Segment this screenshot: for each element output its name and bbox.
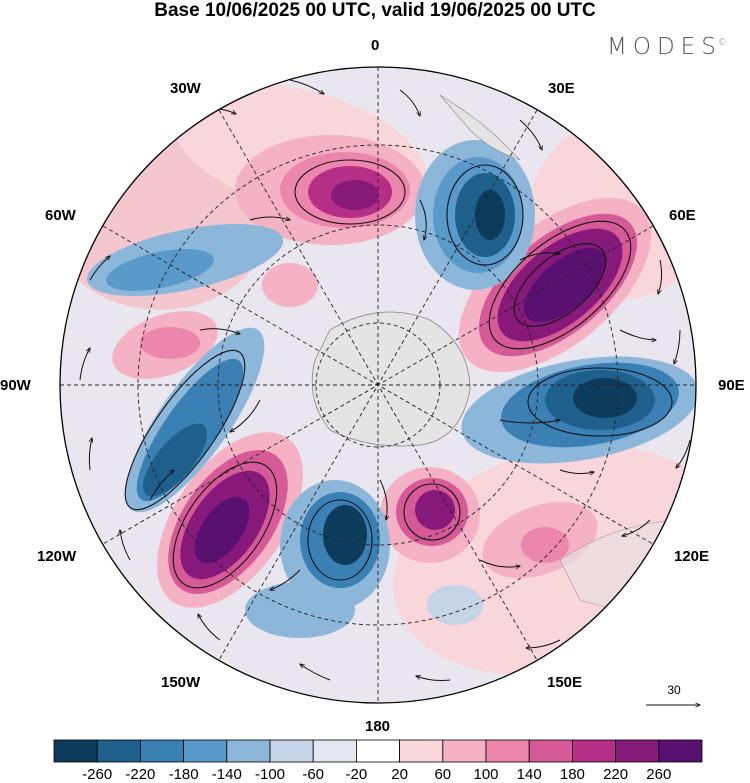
colorbar-swatch (183, 739, 228, 763)
colorbar-tick-label: -60 (302, 766, 325, 783)
colorbar-tick-label: 140 (516, 766, 542, 783)
reference-vector-label: 30 (667, 683, 681, 697)
colorbar-swatch (355, 739, 400, 763)
colorbar-swatch (485, 739, 530, 763)
map-boundary (59, 66, 697, 704)
lon-label-90e: 90E (718, 377, 745, 394)
colorbar-tick-label: 180 (559, 766, 585, 783)
graticule (60, 67, 696, 703)
colorbar-tick-label: -260 (82, 766, 113, 783)
lon-label-180: 180 (365, 718, 391, 735)
lon-label-60e: 60E (669, 207, 696, 224)
colorbar-swatch (442, 739, 487, 763)
colorbar-tick-label: -20 (345, 766, 368, 783)
lon-label-120e: 120E (674, 548, 710, 565)
colorbar-swatch (528, 739, 573, 763)
lon-label-30w: 30W (170, 80, 201, 97)
colorbar (53, 739, 703, 763)
colorbar-swatch (399, 739, 444, 763)
colorbar-tick-label: -100 (254, 766, 286, 783)
colorbar-tick-label: 260 (646, 766, 672, 783)
colorbar-swatch (139, 739, 184, 763)
colorbar-tick-label: -140 (211, 766, 242, 783)
lon-label-60w: 60W (45, 207, 76, 224)
colorbar-swatch (269, 739, 314, 763)
colorbar-tick-label: 220 (603, 766, 629, 783)
lon-label-30e: 30E (548, 80, 575, 97)
map-title: Base 10/06/2025 00 UTC, valid 19/06/2025… (154, 0, 596, 21)
lon-label-0: 0 (371, 37, 380, 54)
colorbar-swatch (572, 739, 617, 763)
lon-label-150w: 150W (161, 674, 201, 691)
colorbar-tick-label: -220 (125, 766, 156, 783)
colorbar-swatch (226, 739, 271, 763)
lon-label-150e: 150E (547, 674, 583, 691)
colorbar-swatch (658, 739, 703, 763)
colorbar-swatch (312, 739, 357, 763)
colorbar-swatch (96, 739, 141, 763)
colorbar-swatch (53, 739, 98, 763)
modes-logo: MODES© (607, 34, 727, 60)
colorbar-tick-label: 100 (473, 766, 499, 783)
colorbar-swatch (615, 739, 660, 763)
lon-label-90w: 90W (0, 377, 31, 394)
colorbar-tick-label: -180 (168, 766, 199, 783)
colorbar-tick-label: 20 (391, 766, 408, 783)
lon-label-120w: 120W (37, 548, 77, 565)
colorbar-tick-label: 60 (434, 766, 452, 783)
